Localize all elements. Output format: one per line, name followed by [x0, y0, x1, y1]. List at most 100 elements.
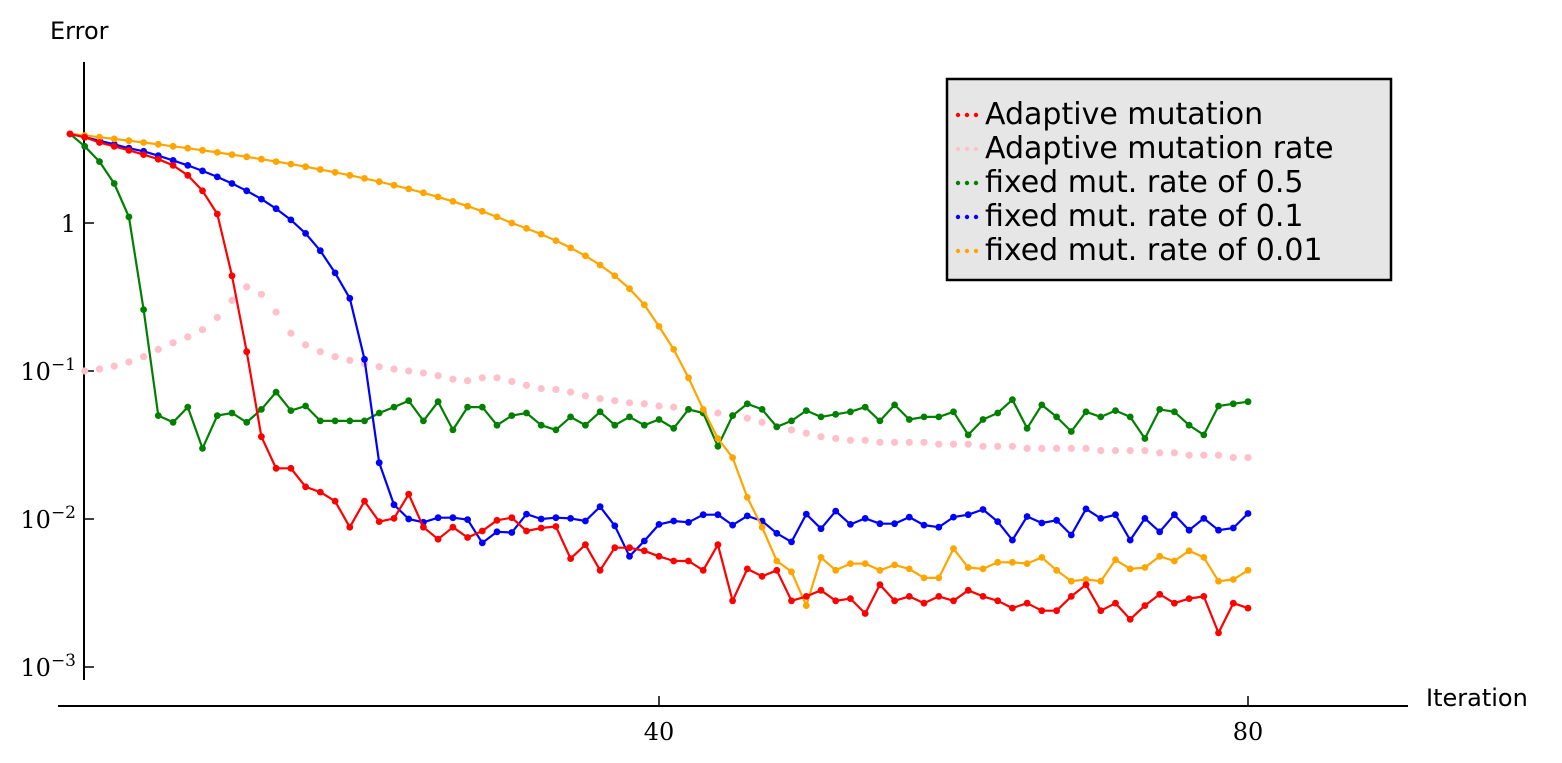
- data-point: [154, 140, 162, 148]
- legend-marker: [955, 180, 961, 186]
- data-point: [258, 195, 265, 203]
- data-point: [110, 142, 118, 150]
- data-point: [861, 515, 869, 522]
- data-point: [640, 537, 648, 545]
- data-point: [302, 483, 309, 491]
- data-point: [302, 402, 309, 410]
- data-point: [228, 180, 236, 187]
- data-point: [950, 545, 957, 553]
- data-point: [861, 403, 869, 411]
- data-point: [935, 413, 943, 421]
- data-point: [596, 408, 604, 416]
- data-point: [964, 440, 972, 448]
- data-point: [1126, 536, 1134, 544]
- data-point: [920, 521, 928, 529]
- data-point: [582, 541, 589, 549]
- data-point: [802, 602, 810, 609]
- data-point: [243, 153, 251, 161]
- data-point: [552, 237, 560, 245]
- data-point: [596, 566, 604, 574]
- legend-marker: [973, 214, 979, 220]
- data-point: [802, 510, 810, 518]
- data-point: [434, 372, 442, 380]
- data-point: [1067, 444, 1075, 452]
- data-point: [390, 181, 398, 189]
- data-point: [920, 438, 928, 446]
- data-point: [1112, 556, 1119, 564]
- data-point: [243, 187, 251, 195]
- data-point: [891, 597, 898, 605]
- data-point: [920, 574, 928, 582]
- data-point: [537, 385, 545, 393]
- data-point: [1185, 547, 1193, 555]
- data-point: [154, 155, 162, 163]
- data-point: [331, 417, 339, 425]
- data-point: [1215, 526, 1222, 534]
- data-point: [1009, 536, 1016, 544]
- legend-entry: fixed mut. rate of 0.1: [955, 199, 1303, 234]
- data-point: [817, 586, 825, 594]
- data-point: [316, 417, 324, 425]
- data-point: [184, 171, 192, 179]
- data-point: [316, 488, 324, 496]
- data-point: [1112, 511, 1119, 519]
- data-point: [1215, 577, 1222, 585]
- legend-marker: [964, 146, 970, 152]
- legend-label: Adaptive mutation: [985, 97, 1263, 132]
- data-point: [1170, 449, 1178, 457]
- data-point: [861, 436, 869, 444]
- data-point: [464, 516, 471, 523]
- data-point: [478, 539, 486, 547]
- data-point: [699, 511, 707, 519]
- data-point: [169, 418, 177, 426]
- data-point: [611, 397, 619, 405]
- data-point: [508, 412, 516, 419]
- data-point: [1244, 398, 1252, 406]
- data-point: [1097, 577, 1105, 585]
- data-point: [213, 149, 221, 156]
- data-point: [802, 593, 810, 600]
- data-point: [95, 365, 104, 373]
- data-point: [905, 438, 913, 446]
- data-point: [405, 185, 413, 193]
- data-point: [1082, 581, 1090, 589]
- data-point: [184, 333, 192, 341]
- data-point: [788, 417, 795, 425]
- data-point: [773, 566, 781, 574]
- data-point: [905, 593, 913, 600]
- data-point: [1156, 449, 1164, 457]
- data-point: [1171, 511, 1178, 519]
- data-point: [832, 434, 840, 443]
- data-point: [935, 574, 943, 582]
- data-point: [876, 581, 884, 589]
- data-point: [1156, 406, 1164, 413]
- data-point: [994, 558, 1002, 566]
- legend-entry: Adaptive mutation rate: [955, 131, 1334, 166]
- data-point: [287, 160, 295, 168]
- data-point: [1053, 566, 1060, 574]
- data-point: [493, 516, 501, 524]
- data-point: [375, 459, 383, 467]
- data-point: [302, 230, 309, 237]
- data-point: [287, 216, 295, 224]
- data-point: [331, 497, 339, 505]
- data-point: [154, 412, 162, 419]
- data-point: [582, 421, 589, 429]
- data-point: [449, 375, 457, 383]
- data-point: [626, 413, 633, 421]
- series-fixed-mut-rate-of-0-01: [66, 130, 1252, 609]
- data-point: [257, 290, 265, 298]
- data-point: [272, 158, 280, 166]
- legend-label: fixed mut. rate of 0.1: [985, 199, 1303, 234]
- data-point: [375, 518, 383, 525]
- data-point: [449, 514, 457, 522]
- data-point: [685, 557, 692, 565]
- data-point: [96, 133, 103, 141]
- data-point: [169, 157, 177, 164]
- data-point: [729, 412, 736, 419]
- data-point: [670, 403, 678, 411]
- data-point: [493, 374, 501, 382]
- data-point: [1067, 593, 1075, 600]
- data-point: [949, 440, 958, 448]
- data-point: [184, 144, 192, 152]
